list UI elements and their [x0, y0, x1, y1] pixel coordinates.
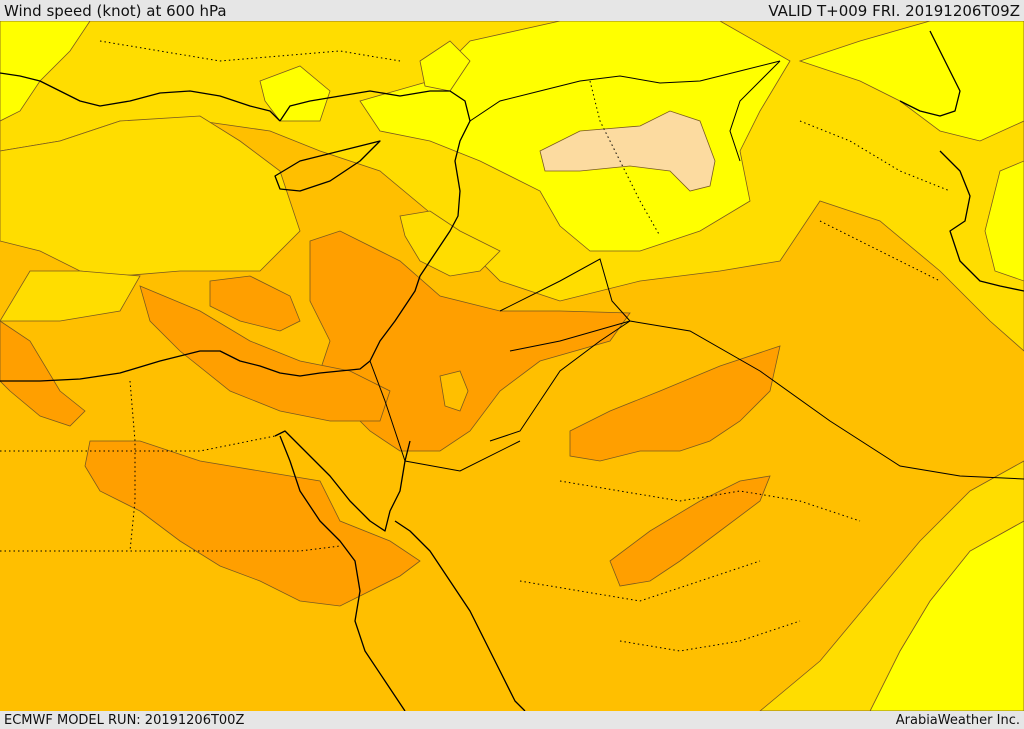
- valid-time: VALID T+009 FRI. 20191206T09Z: [768, 1, 1020, 20]
- band-mid-west: [0, 115, 301, 277]
- band-very-low: [539, 110, 716, 192]
- band-very-high-arabia-2: [609, 475, 771, 587]
- border-saudi-internal-2: [519, 560, 761, 602]
- coastline-gulf-suez: [274, 430, 411, 532]
- border-libya: [129, 380, 136, 552]
- band-very-high-med: [139, 285, 391, 422]
- border-jordan: [489, 320, 631, 442]
- border-iraq-iran: [729, 60, 781, 162]
- credit: ArabiaWeather Inc.: [895, 712, 1020, 728]
- footer-bar: ECMWF MODEL RUN: 20191206T00Z ArabiaWeat…: [0, 711, 1024, 729]
- band-low-northeast: [798, 21, 1024, 142]
- model-run: ECMWF MODEL RUN: 20191206T00Z: [4, 712, 245, 728]
- band-mid-west-2: [0, 270, 141, 322]
- border-syria-iraq: [589, 80, 661, 237]
- band-mid-southeast: [759, 460, 1024, 711]
- band-very-high-west: [0, 320, 86, 427]
- border-sinai: [369, 360, 406, 462]
- coastline-cyprus: [274, 140, 381, 192]
- border-egypt-internal: [0, 435, 276, 452]
- band-low-north-3: [419, 40, 471, 92]
- band-very-high-med-2: [209, 275, 301, 332]
- coastline-red-sea-east: [394, 520, 526, 711]
- coastline-red-sea-west: [279, 435, 406, 711]
- coastline-persian-gulf: [939, 150, 1024, 292]
- band-mid-levant-patch: [399, 210, 501, 277]
- border-yemen: [619, 620, 801, 652]
- border-syria-turkey: [469, 60, 781, 122]
- border-iraq-saudi: [499, 258, 1024, 480]
- band-low-east-edge: [984, 160, 1024, 282]
- band-high-levant-hole: [439, 370, 469, 412]
- border-saudi-north: [404, 440, 521, 472]
- coastline-turkey-south: [0, 72, 281, 122]
- map-title: Wind speed (knot) at 600 hPa: [4, 1, 227, 20]
- wind-speed-map[interactable]: [0, 21, 1024, 711]
- border-turkey-internal: [99, 40, 401, 62]
- band-low-north-2: [259, 65, 331, 122]
- coastline-levant: [279, 90, 471, 362]
- band-very-high-arabia: [569, 345, 781, 462]
- header-bar: Wind speed (knot) at 600 hPa VALID T+009…: [0, 0, 1024, 21]
- band-very-high-egypt: [84, 440, 421, 607]
- coastline-caspian: [899, 30, 961, 117]
- border-saudi-internal-1: [559, 480, 861, 522]
- coastline-north-africa: [0, 350, 371, 382]
